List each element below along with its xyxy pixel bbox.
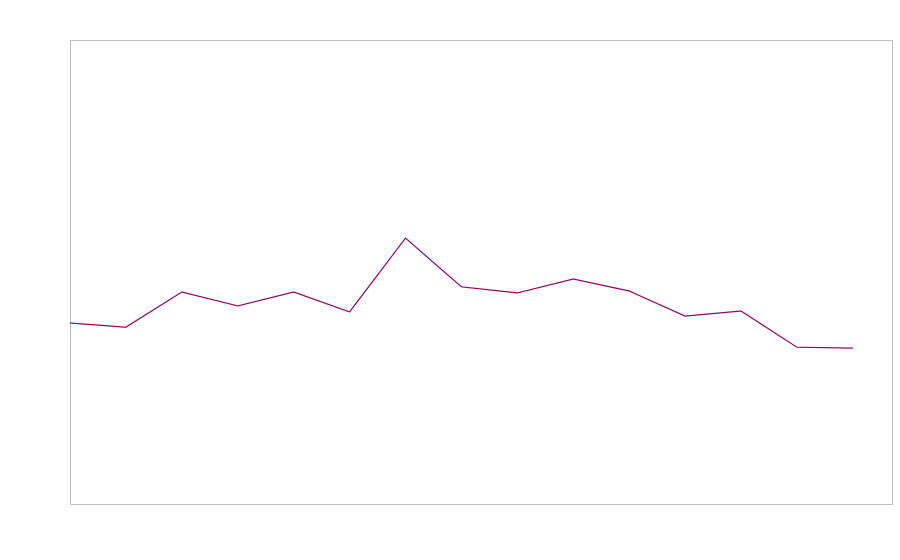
series-line-0 [69,237,853,349]
plot-frame [70,40,893,505]
series-group [69,237,853,349]
